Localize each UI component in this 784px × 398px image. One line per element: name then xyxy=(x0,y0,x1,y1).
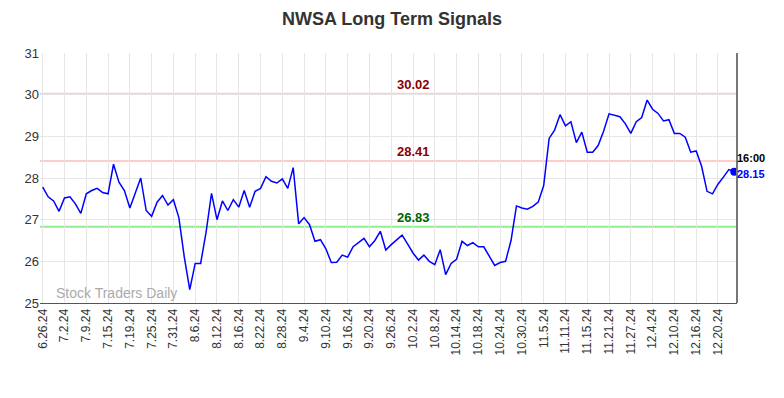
svg-text:26.83: 26.83 xyxy=(397,210,430,225)
svg-text:28.41: 28.41 xyxy=(397,144,430,159)
svg-text:8.12.24: 8.12.24 xyxy=(210,308,224,348)
svg-text:Stock Traders Daily: Stock Traders Daily xyxy=(56,285,177,301)
svg-text:7.19.24: 7.19.24 xyxy=(123,308,137,348)
svg-text:9.16.24: 9.16.24 xyxy=(341,308,355,348)
svg-text:7.31.24: 7.31.24 xyxy=(166,308,180,348)
svg-text:NWSA Long Term Signals: NWSA Long Term Signals xyxy=(282,9,502,29)
svg-text:16:00: 16:00 xyxy=(737,152,765,164)
svg-text:11.15.24: 11.15.24 xyxy=(580,308,594,354)
svg-text:7.25.24: 7.25.24 xyxy=(145,308,159,348)
svg-text:12.4.24: 12.4.24 xyxy=(646,308,660,348)
svg-text:7.2.24: 7.2.24 xyxy=(57,308,71,342)
svg-text:10.24.24: 10.24.24 xyxy=(493,308,507,355)
svg-text:28: 28 xyxy=(25,171,39,186)
svg-text:12.10.24: 12.10.24 xyxy=(667,308,681,355)
svg-text:11.27.24: 11.27.24 xyxy=(624,308,638,354)
svg-text:11.21.24: 11.21.24 xyxy=(602,308,616,354)
svg-text:25: 25 xyxy=(25,296,39,311)
svg-text:30: 30 xyxy=(25,87,39,102)
svg-text:11.5.24: 11.5.24 xyxy=(537,308,551,347)
svg-text:12.20.24: 12.20.24 xyxy=(711,308,725,355)
svg-text:29: 29 xyxy=(25,129,39,144)
svg-text:8.16.24: 8.16.24 xyxy=(232,308,246,348)
svg-text:9.4.24: 9.4.24 xyxy=(297,308,311,342)
svg-text:7.15.24: 7.15.24 xyxy=(101,308,115,348)
svg-text:10.30.24: 10.30.24 xyxy=(515,308,529,355)
svg-text:9.26.24: 9.26.24 xyxy=(384,308,398,348)
svg-text:6.26.24: 6.26.24 xyxy=(36,308,50,348)
svg-text:8.22.24: 8.22.24 xyxy=(253,308,267,348)
svg-text:11.11.24: 11.11.24 xyxy=(558,308,572,353)
svg-text:9.20.24: 9.20.24 xyxy=(362,308,376,348)
svg-text:7.9.24: 7.9.24 xyxy=(79,308,93,342)
svg-text:31: 31 xyxy=(25,46,39,61)
svg-text:8.28.24: 8.28.24 xyxy=(275,308,289,348)
svg-text:10.2.24: 10.2.24 xyxy=(406,308,420,348)
svg-text:8.6.24: 8.6.24 xyxy=(188,308,202,342)
svg-text:26: 26 xyxy=(25,254,39,269)
svg-text:30.02: 30.02 xyxy=(397,77,430,92)
svg-text:10.18.24: 10.18.24 xyxy=(471,308,485,355)
svg-text:9.10.24: 9.10.24 xyxy=(319,308,333,348)
svg-text:28.15: 28.15 xyxy=(737,168,765,180)
svg-text:10.8.24: 10.8.24 xyxy=(428,308,442,348)
svg-text:12.16.24: 12.16.24 xyxy=(689,308,703,355)
svg-text:10.14.24: 10.14.24 xyxy=(449,308,463,355)
svg-text:27: 27 xyxy=(25,212,39,227)
